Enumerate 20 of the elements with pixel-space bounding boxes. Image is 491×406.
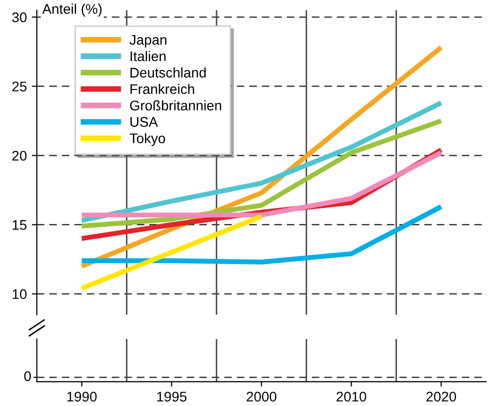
y-tick-label: 20 <box>12 150 27 161</box>
y-axis-title: Anteil (%) <box>42 4 102 17</box>
legend-label: Italien <box>130 50 166 62</box>
legend-label: Frankreich <box>130 84 194 94</box>
y-tick-label: 25 <box>12 82 27 92</box>
text: 0 <box>24 371 31 382</box>
legend-label: USA <box>130 117 158 127</box>
legend-label: Großbritannien <box>130 100 222 110</box>
y-tick-label: 10 <box>12 289 27 300</box>
x-tick-label: 1990 <box>67 392 97 402</box>
x-tick-label: 1995 <box>157 392 186 402</box>
legend-label: Japan <box>130 35 166 48</box>
x-tick-label: 2010 <box>336 392 366 402</box>
y-tick-label: 15 <box>12 220 27 230</box>
line-series <box>79 100 444 223</box>
x-tick-label: 2020 <box>426 392 456 402</box>
legend-label: Tokyo <box>130 133 166 146</box>
y-tick-label: 30 <box>12 12 27 22</box>
x-tick-label: 2000 <box>246 392 276 402</box>
legend-label: Deutschland <box>130 67 206 78</box>
